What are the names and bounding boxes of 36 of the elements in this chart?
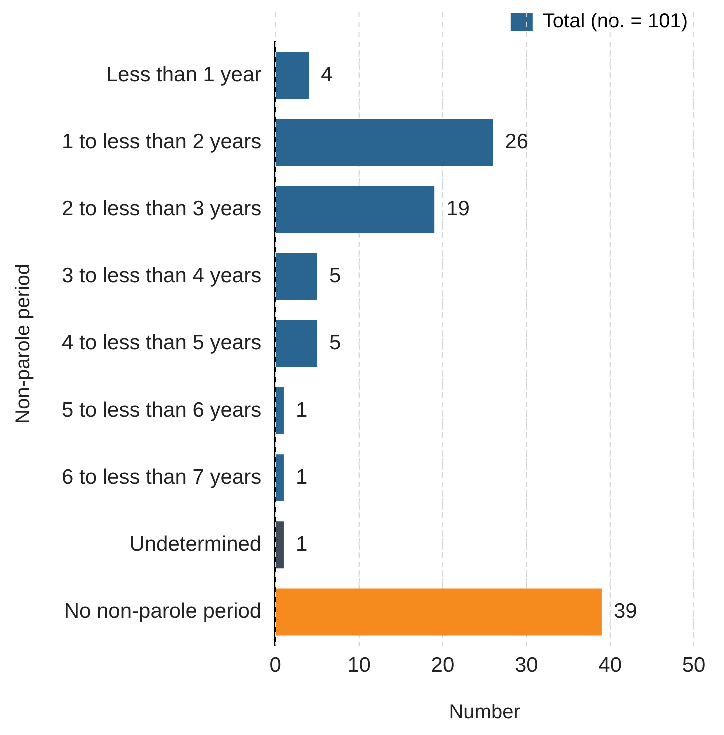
- bar: [276, 320, 318, 368]
- bar: [276, 186, 435, 234]
- data-label: 5: [329, 264, 342, 288]
- y-tick-label: Undetermined: [130, 532, 262, 556]
- y-tick-label: 6 to less than 7 years: [62, 466, 262, 489]
- y-tick-label: 1 to less than 2 years: [62, 130, 262, 154]
- data-label: 1: [296, 466, 308, 489]
- y-tick-label: 2 to less than 3 years: [62, 198, 262, 221]
- bar: [276, 588, 602, 636]
- y-tick-label: 5 to less than 6 years: [62, 398, 262, 422]
- legend-label: Total (no. = 101): [542, 10, 688, 33]
- x-tick-label: 0: [270, 654, 282, 678]
- bar: [276, 253, 318, 300]
- y-tick-label: 3 to less than 4 years: [62, 264, 262, 288]
- y-tick-label: 4 to less than 5 years: [62, 332, 262, 355]
- bar: [276, 119, 494, 166]
- bar: [276, 454, 284, 502]
- x-tick-label: 50: [682, 654, 706, 678]
- bar: [276, 388, 284, 434]
- x-tick-label: 10: [348, 654, 371, 678]
- x-axis-title: Number: [449, 702, 521, 724]
- data-label: 19: [446, 198, 470, 221]
- x-tick-label: 40: [598, 654, 622, 678]
- x-tick-label: 30: [514, 654, 538, 678]
- data-label: 26: [505, 130, 529, 154]
- data-label: 4: [321, 63, 334, 86]
- data-label: 1: [296, 398, 308, 422]
- y-axis-title: Non-parole period: [12, 264, 35, 424]
- bar: [276, 522, 284, 569]
- data-label: 1: [296, 532, 308, 556]
- data-label: 5: [329, 332, 342, 355]
- y-tick-label: No non-parole period: [64, 600, 262, 624]
- data-label: 39: [614, 600, 638, 624]
- y-tick-label: Less than 1 year: [106, 63, 262, 86]
- x-tick-label: 20: [431, 654, 455, 678]
- bar: [276, 52, 310, 100]
